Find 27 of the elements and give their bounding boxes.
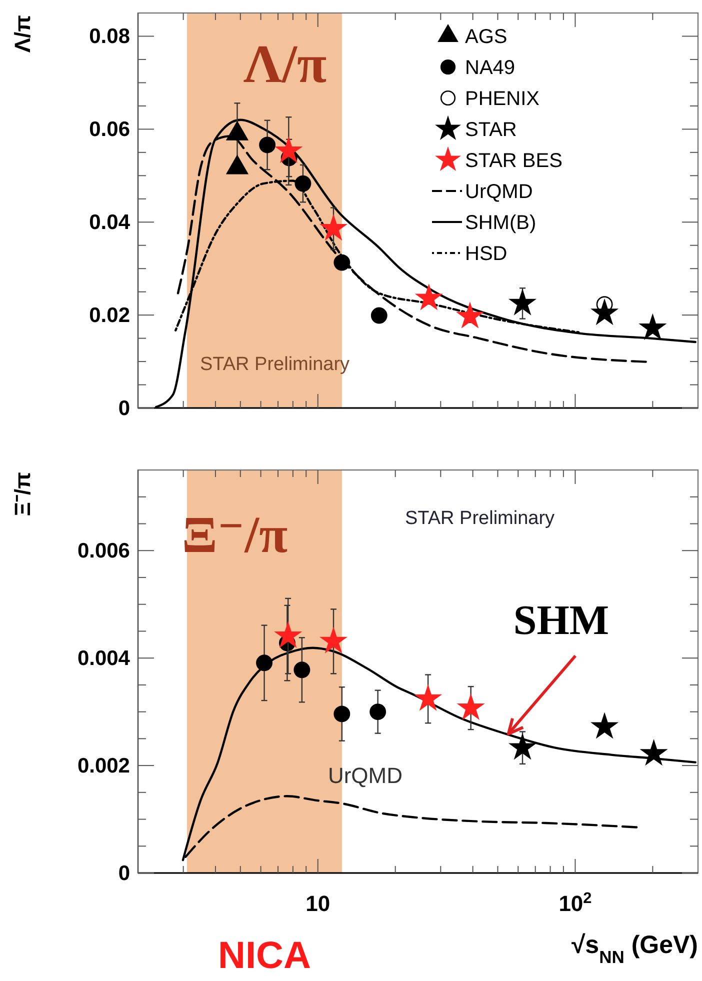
y-tick-label: 0.002	[77, 754, 130, 778]
legend-label: HSD	[465, 243, 508, 265]
legend-label: NA49	[465, 57, 516, 79]
x-tick-label: 10$^{2}$	[558, 890, 592, 916]
annotation: UrQMD	[328, 763, 403, 788]
y-tick-label: 0	[118, 397, 130, 420]
legend-label: STAR BES	[465, 150, 562, 172]
x-axis-title: √s$_{NN}$ (GeV)	[571, 931, 698, 967]
legend-label: STAR	[465, 119, 517, 141]
legend-label: PHENIX	[465, 88, 540, 110]
legend-label: SHM(B)	[465, 212, 536, 234]
annotation: STAR Preliminary	[405, 508, 556, 529]
y-axis-title: Ξ⁻/π	[10, 472, 35, 516]
y-axis-title: Λ/π	[10, 14, 35, 53]
y-tick-label: 0	[118, 862, 130, 885]
band-label: NICA	[218, 935, 311, 977]
y-tick-label: 0.08	[89, 25, 130, 48]
y-tick-label: 0.04	[89, 211, 130, 234]
legend-label: UrQMD	[465, 181, 533, 203]
x-tick-label: 10	[306, 891, 330, 916]
annotation: Λ/π	[243, 34, 328, 94]
y-tick-label: 0.06	[89, 118, 130, 142]
y-tick-label: 0.006	[77, 540, 130, 563]
y-tick-label: 0.004	[77, 647, 130, 670]
legend-label: AGS	[465, 26, 508, 48]
y-tick-label: 0.02	[89, 304, 130, 328]
annotation: SHM	[513, 598, 610, 644]
